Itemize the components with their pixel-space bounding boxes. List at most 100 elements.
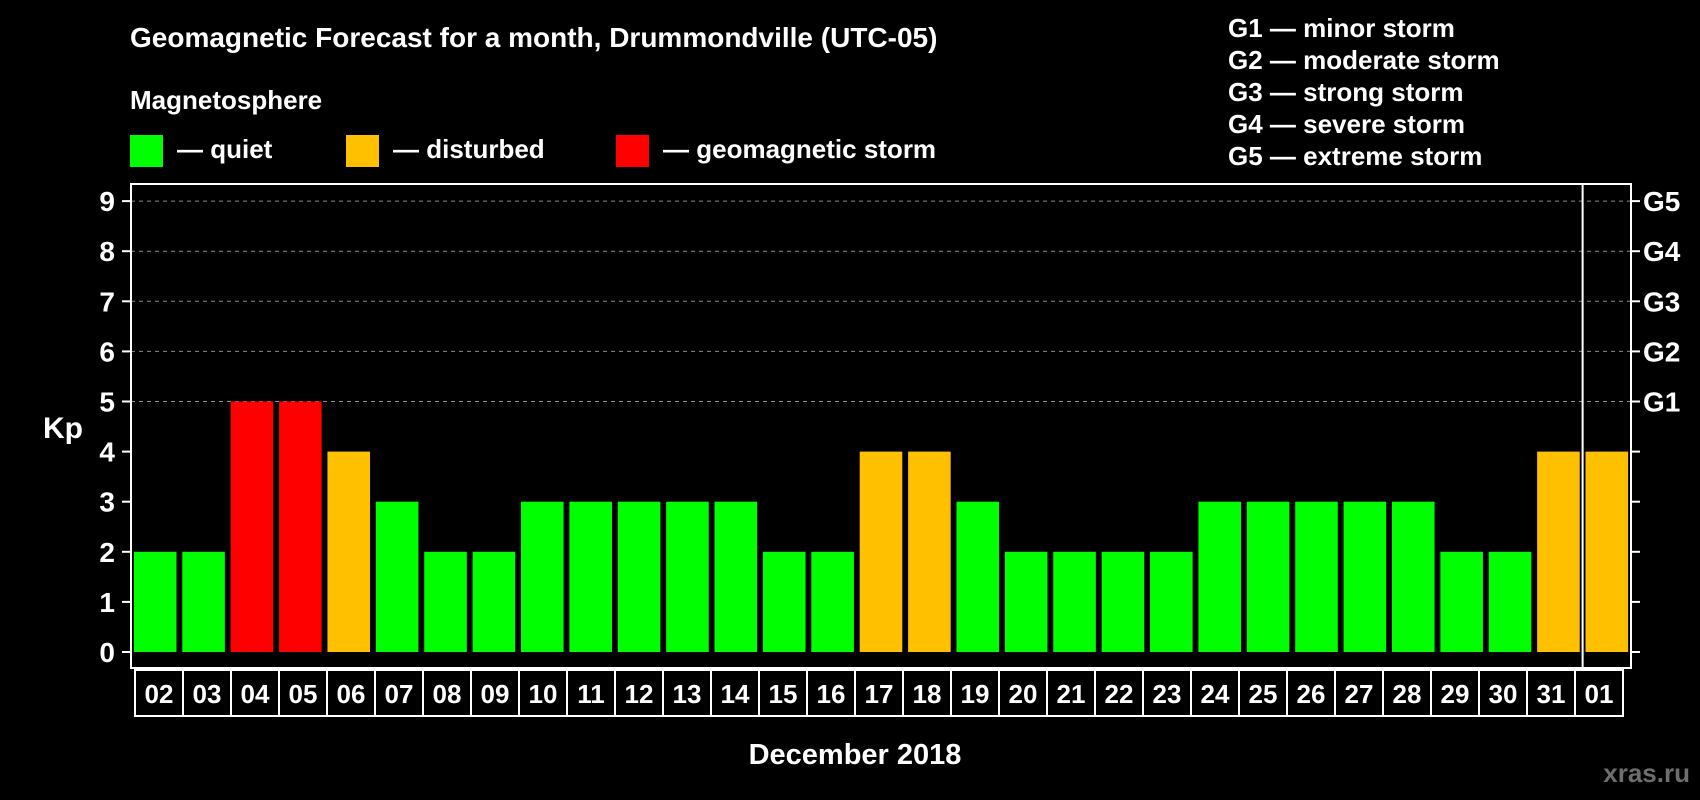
- legend-label-disturbed: — disturbed: [393, 134, 545, 164]
- y-axis-label: Kp: [43, 412, 83, 445]
- right-axis: G1 G2 G3 G4 G5: [1631, 186, 1681, 653]
- bar-14: [714, 501, 758, 652]
- x-tick-label: 09: [481, 679, 510, 709]
- chart-title: Geomagnetic Forecast for a month, Drummo…: [130, 22, 937, 53]
- x-tick-label: 15: [769, 679, 798, 709]
- x-tick-label: 17: [865, 679, 894, 709]
- x-tick-label: 28: [1393, 679, 1422, 709]
- right-axis-label: G4: [1643, 236, 1681, 267]
- storm-scale-item: G4 — severe storm: [1228, 109, 1465, 139]
- storm-scale-item: G1 — minor storm: [1228, 13, 1455, 43]
- bar-25: [1246, 501, 1290, 652]
- bar-18: [908, 451, 951, 652]
- legend-heading: Magnetosphere: [130, 85, 322, 115]
- y-tick-label: 0: [99, 637, 115, 668]
- bar-07: [375, 501, 419, 652]
- x-tick-label: 27: [1345, 679, 1374, 709]
- right-axis-label: G3: [1643, 286, 1680, 317]
- bar-04: [230, 401, 274, 652]
- x-tick-label: 21: [1057, 679, 1086, 709]
- bar-16: [811, 551, 854, 652]
- x-tick-label: 03: [193, 679, 222, 709]
- x-tick-label: 13: [673, 679, 702, 709]
- right-axis-label: G1: [1643, 387, 1680, 418]
- bar-10: [521, 501, 564, 652]
- legend-swatch-storm: [616, 135, 649, 167]
- x-tick-label: 10: [529, 679, 558, 709]
- bar-27: [1343, 501, 1387, 652]
- x-tick-label: 11: [577, 679, 605, 709]
- legend-swatch-disturbed: [346, 135, 379, 167]
- bar-08: [424, 551, 467, 652]
- x-tick-label: 18: [913, 679, 942, 709]
- bar-03: [182, 551, 225, 652]
- bar-01: [1585, 451, 1629, 652]
- bar-06: [327, 451, 371, 652]
- x-tick-label: 23: [1153, 679, 1182, 709]
- bar-22: [1101, 551, 1145, 652]
- bar-17: [859, 451, 903, 652]
- bar-31: [1537, 451, 1580, 652]
- x-tick-label: 05: [289, 679, 318, 709]
- bar-13: [666, 501, 709, 652]
- x-tick-label: 12: [625, 679, 654, 709]
- x-tick-label: 14: [721, 679, 750, 709]
- storm-scale-item: G5 — extreme storm: [1228, 141, 1482, 171]
- x-tick-label: 01: [1585, 679, 1614, 709]
- x-tick-label: 25: [1249, 679, 1278, 709]
- storm-scale-item: G3 — strong storm: [1228, 77, 1463, 107]
- right-axis-label: G2: [1643, 336, 1680, 367]
- x-tick-label: 08: [433, 679, 462, 709]
- bar-20: [1004, 551, 1048, 652]
- legend-swatch-quiet: [130, 135, 163, 167]
- y-tick-label: 3: [99, 487, 115, 518]
- x-tick-label: 26: [1297, 679, 1326, 709]
- bar-02: [133, 551, 177, 652]
- y-tick-label: 9: [99, 186, 115, 217]
- bar-28: [1391, 501, 1435, 652]
- x-tick-label: 06: [337, 679, 366, 709]
- x-tick-label: 16: [817, 679, 846, 709]
- bar-09: [472, 551, 516, 652]
- bars: [133, 401, 1629, 652]
- bar-11: [569, 501, 612, 652]
- x-tick-label: 07: [385, 679, 414, 709]
- y-tick-label: 5: [99, 387, 115, 418]
- bar-23: [1150, 551, 1193, 652]
- y-tick-label: 1: [99, 587, 115, 618]
- watermark: xras.ru: [1603, 758, 1690, 788]
- bar-05: [279, 401, 322, 652]
- x-tick-label: 22: [1105, 679, 1134, 709]
- x-tick-label: 02: [145, 679, 174, 709]
- x-tick-label: 19: [961, 679, 990, 709]
- bar-12: [617, 501, 661, 652]
- storm-scale-item: G2 — moderate storm: [1228, 45, 1500, 75]
- x-tick-label: 20: [1009, 679, 1038, 709]
- y-tick-label: 7: [99, 286, 115, 317]
- y-tick-label: 6: [99, 336, 115, 367]
- y-tick-label: 8: [99, 236, 115, 267]
- plot-frame: [130, 183, 1632, 669]
- bar-29: [1440, 551, 1483, 652]
- x-tick-label: 31: [1537, 679, 1566, 709]
- x-tick-label: 24: [1201, 679, 1230, 709]
- y-axis: 0 1 2 3 4 5 6 7 8 9: [99, 186, 131, 668]
- bar-30: [1488, 551, 1532, 652]
- gridlines: [131, 200, 1631, 402]
- legend-label-storm: — geomagnetic storm: [663, 134, 936, 164]
- bar-19: [956, 501, 1000, 652]
- x-tick-label: 04: [241, 679, 270, 709]
- x-axis: 02 03 04 05 06 07 08 09 10 11 12 13 14 15 16 17 18 19 20 21…: [134, 669, 1624, 717]
- bar-26: [1295, 501, 1338, 652]
- bar-24: [1198, 501, 1241, 652]
- bar-21: [1053, 551, 1096, 652]
- date-row-frame: [134, 669, 1624, 717]
- y-tick-label: 2: [99, 537, 115, 568]
- y-tick-label: 4: [99, 437, 115, 468]
- x-axis-label: December 2018: [749, 739, 962, 771]
- legend: — quiet — disturbed — geomagnetic storm: [130, 134, 936, 167]
- bar-15: [762, 551, 806, 652]
- right-axis-label: G5: [1643, 186, 1680, 217]
